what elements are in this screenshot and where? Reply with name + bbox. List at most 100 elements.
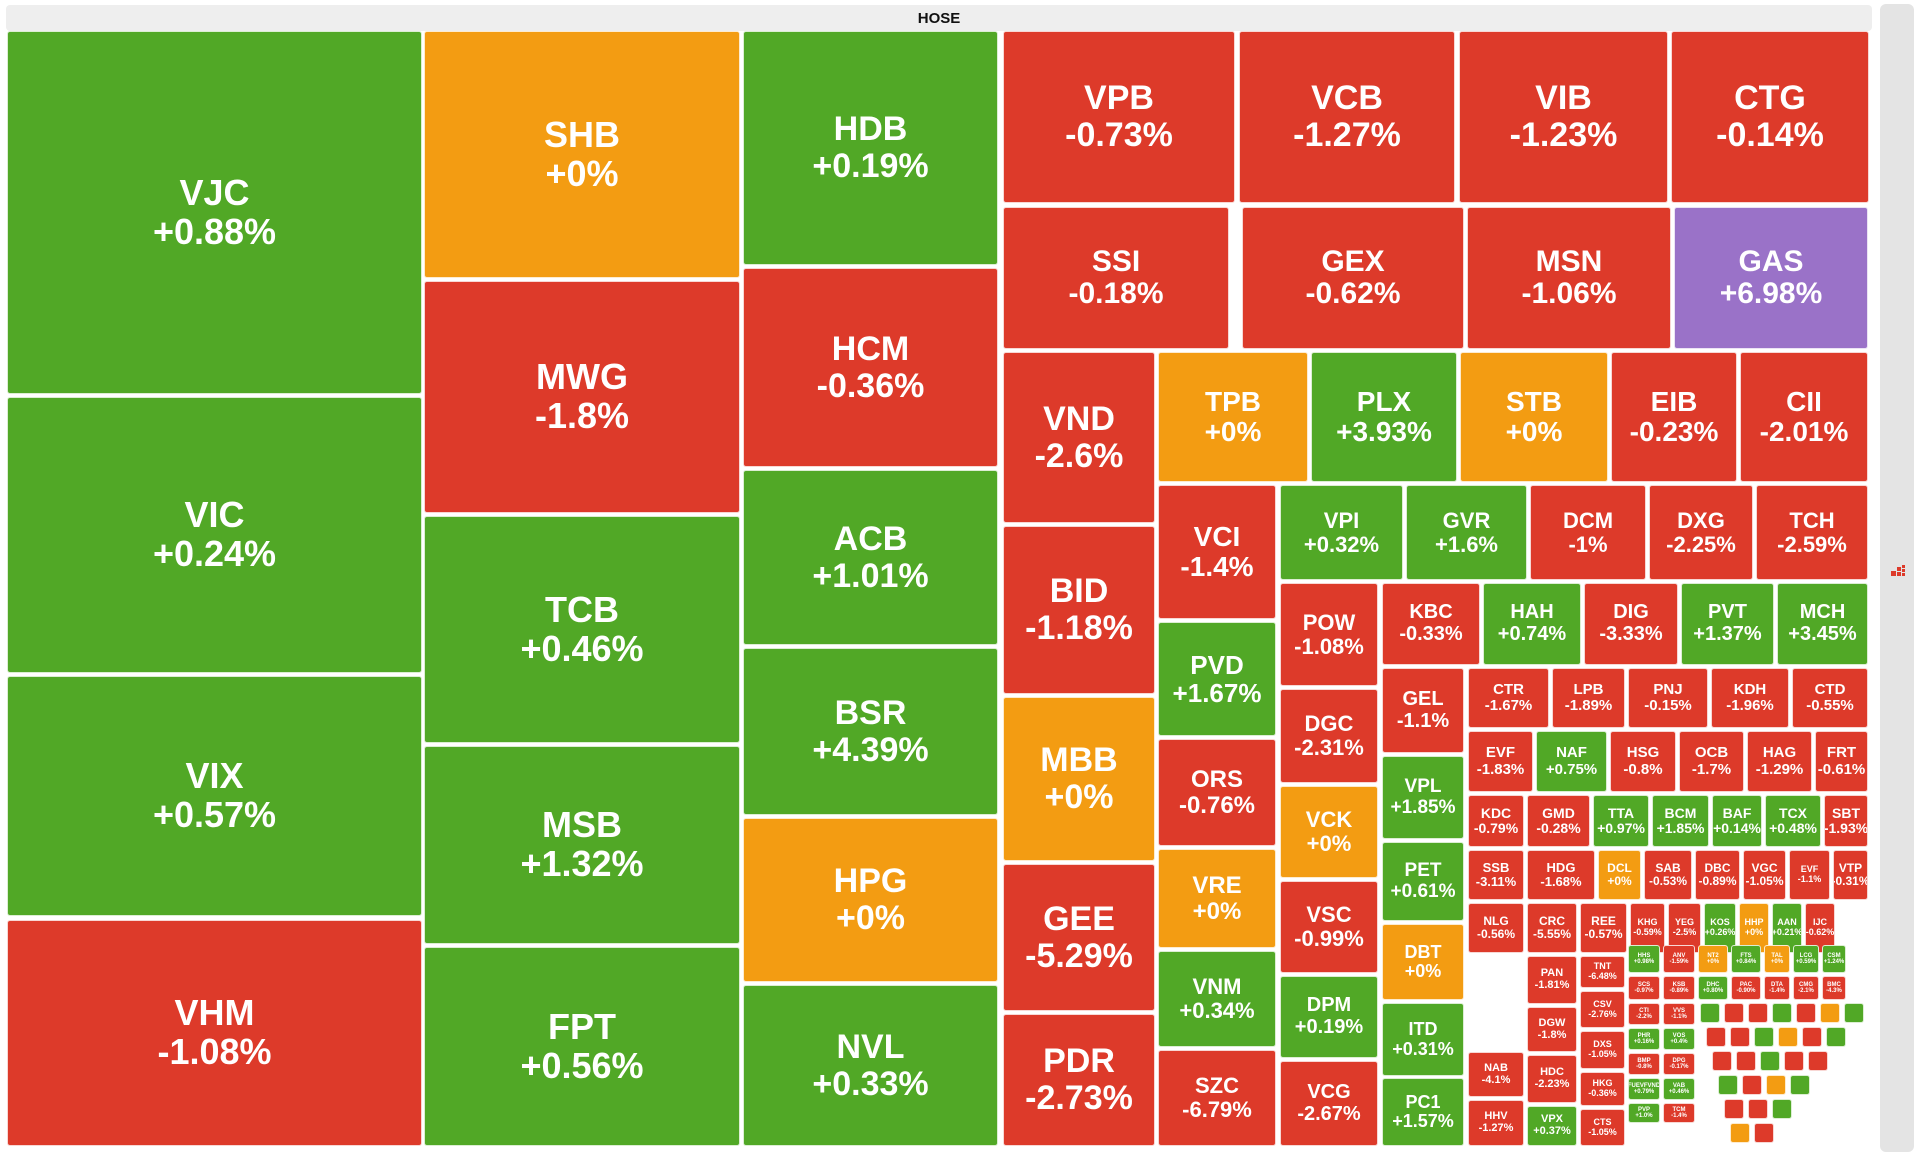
stock-tile-pvp[interactable]: PVP +1.0%: [1628, 1103, 1660, 1123]
stock-tile-tcm[interactable]: TCM -1.4%: [1663, 1103, 1695, 1123]
small-stock-tile[interactable]: [1724, 1099, 1744, 1119]
stock-tile-sab[interactable]: SAB -0.53%: [1644, 850, 1692, 900]
stock-tile-bid[interactable]: BID -1.18%: [1003, 526, 1155, 694]
stock-tile-hdc[interactable]: HDC -2.23%: [1527, 1055, 1577, 1103]
stock-tile-bmp[interactable]: BMP -0.8%: [1628, 1053, 1660, 1075]
small-stock-tile[interactable]: [1754, 1027, 1774, 1047]
stock-tile-hag[interactable]: HAG -1.29%: [1747, 731, 1812, 792]
stock-tile-acb[interactable]: ACB +1.01%: [743, 470, 998, 645]
stock-tile-kbc[interactable]: KBC -0.33%: [1382, 583, 1480, 665]
stock-tile-vix[interactable]: VIX +0.57%: [7, 676, 422, 916]
stock-tile-hhp[interactable]: HHP +0%: [1739, 903, 1769, 953]
stock-tile-gee[interactable]: GEE -5.29%: [1003, 864, 1155, 1011]
stock-tile-hsg[interactable]: HSG -0.8%: [1610, 731, 1676, 792]
stock-tile-bmc[interactable]: BMC -4.3%: [1822, 976, 1846, 1000]
small-stock-tile[interactable]: [1844, 1003, 1864, 1023]
stock-tile-vck[interactable]: VCK +0%: [1280, 786, 1378, 878]
stock-tile-dbt[interactable]: DBT +0%: [1382, 924, 1464, 1000]
stock-tile-itd[interactable]: ITD +0.31%: [1382, 1003, 1464, 1076]
stock-tile-gas[interactable]: GAS +6.98%: [1674, 207, 1868, 349]
stock-tile-nt2[interactable]: NT2 +0%: [1698, 945, 1728, 973]
stock-tile-kos[interactable]: KOS +0.26%: [1704, 903, 1736, 953]
stock-tile-crc[interactable]: CRC -5.55%: [1527, 903, 1577, 953]
stock-tile-tnt[interactable]: TNT -6.48%: [1580, 956, 1625, 988]
stock-tile-dxg[interactable]: DXG -2.25%: [1649, 485, 1753, 580]
stock-tile-plx[interactable]: PLX +3.93%: [1311, 352, 1457, 482]
small-stock-tile[interactable]: [1742, 1075, 1762, 1095]
stock-tile-tpb[interactable]: TPB +0%: [1158, 352, 1308, 482]
stock-tile-hdb[interactable]: HDB +0.19%: [743, 31, 998, 265]
stock-tile-vnd[interactable]: VND -2.6%: [1003, 352, 1155, 523]
stock-tile-gmd[interactable]: GMD -0.28%: [1527, 795, 1590, 847]
stock-tile-khg[interactable]: KHG -0.59%: [1630, 903, 1665, 953]
stock-tile-baf[interactable]: BAF +0.14%: [1712, 795, 1762, 847]
stock-tile-tal[interactable]: TAL +0%: [1764, 945, 1790, 973]
stock-tile-cmg[interactable]: CMG -2.1%: [1793, 976, 1819, 1000]
stock-tile-vre[interactable]: VRE +0%: [1158, 849, 1276, 948]
small-stock-tile[interactable]: [1820, 1003, 1840, 1023]
stock-tile-vsc[interactable]: VSC -0.99%: [1280, 881, 1378, 973]
stock-tile-pan[interactable]: PAN -1.81%: [1527, 956, 1577, 1004]
stock-tile-hkg[interactable]: HKG -0.36%: [1580, 1072, 1625, 1106]
stock-tile-ijc[interactable]: IJC -0.62%: [1805, 903, 1835, 953]
stock-tile-cii[interactable]: CII -2.01%: [1740, 352, 1868, 482]
stock-tile-phr[interactable]: PHR +0.16%: [1628, 1028, 1660, 1050]
stock-tile-ksb[interactable]: KSB -0.89%: [1663, 976, 1695, 1000]
stock-tile-vic[interactable]: VIC +0.24%: [7, 397, 422, 673]
stock-tile-pnj[interactable]: PNJ -0.15%: [1628, 668, 1708, 728]
stock-tile-dcl[interactable]: DCL +0%: [1598, 850, 1641, 900]
stock-tile-mbb[interactable]: MBB +0%: [1003, 697, 1155, 861]
stock-tile-dxs[interactable]: DXS -1.05%: [1580, 1031, 1625, 1069]
stock-tile-ree[interactable]: REE -0.57%: [1580, 903, 1627, 953]
small-stock-tile[interactable]: [1784, 1051, 1804, 1071]
stock-tile-vpb[interactable]: VPB -0.73%: [1003, 31, 1235, 203]
stock-tile-vvs[interactable]: VVS -1.1%: [1663, 1003, 1695, 1025]
stock-tile-tcx[interactable]: TCX +0.48%: [1765, 795, 1821, 847]
stock-tile-vos[interactable]: VOS +0.4%: [1663, 1028, 1695, 1050]
stock-tile-msb[interactable]: MSB +1.32%: [424, 746, 740, 944]
side-panel-scrollbar[interactable]: [1880, 4, 1914, 1152]
stock-tile-fpt[interactable]: FPT +0.56%: [424, 947, 740, 1146]
stock-tile-cts[interactable]: CTS -1.05%: [1580, 1109, 1625, 1146]
stock-tile-hah[interactable]: HAH +0.74%: [1483, 583, 1581, 665]
stock-tile-csv[interactable]: CSV -2.76%: [1580, 991, 1625, 1028]
stock-tile-sbt[interactable]: SBT -1.93%: [1824, 795, 1868, 847]
stock-tile-hhs[interactable]: HHS +0.98%: [1628, 945, 1660, 973]
stock-tile-frt[interactable]: FRT -0.61%: [1815, 731, 1868, 792]
small-stock-tile[interactable]: [1700, 1003, 1720, 1023]
stock-tile-pdr[interactable]: PDR -2.73%: [1003, 1014, 1155, 1146]
stock-tile-ctd[interactable]: CTD -0.55%: [1792, 668, 1868, 728]
stock-tile-aan[interactable]: AAN +0.21%: [1772, 903, 1802, 953]
small-stock-tile[interactable]: [1790, 1075, 1810, 1095]
stock-tile-dpm[interactable]: DPM +0.19%: [1280, 976, 1378, 1058]
small-stock-tile[interactable]: [1748, 1099, 1768, 1119]
stock-tile-bcm[interactable]: BCM +1.85%: [1652, 795, 1709, 847]
stock-tile-vcb[interactable]: VCB -1.27%: [1239, 31, 1455, 203]
stock-tile-pvd[interactable]: PVD +1.67%: [1158, 622, 1276, 736]
stock-tile-yeg[interactable]: YEG -2.5%: [1668, 903, 1701, 953]
stock-tile-ssi[interactable]: SSI -0.18%: [1003, 207, 1229, 349]
small-stock-tile[interactable]: [1796, 1003, 1816, 1023]
stock-tile-ocb[interactable]: OCB -1.7%: [1679, 731, 1744, 792]
stock-tile-nvl[interactable]: NVL +0.33%: [743, 985, 998, 1146]
stock-tile-pow[interactable]: POW -1.08%: [1280, 583, 1378, 686]
stock-tile-pac[interactable]: PAC -0.90%: [1731, 976, 1761, 1000]
stock-tile-vci[interactable]: VCI -1.4%: [1158, 485, 1276, 619]
stock-tile-vtp[interactable]: VTP -0.31%: [1833, 850, 1868, 900]
stock-tile-dbc[interactable]: DBC -0.89%: [1695, 850, 1740, 900]
small-stock-tile[interactable]: [1760, 1051, 1780, 1071]
stock-tile-ctg[interactable]: CTG -0.14%: [1671, 31, 1869, 203]
stock-tile-shb[interactable]: SHB +0%: [424, 31, 740, 278]
stock-tile-fts[interactable]: FTS +0.84%: [1731, 945, 1761, 973]
small-stock-tile[interactable]: [1802, 1027, 1822, 1047]
stock-tile-lcg[interactable]: LCG +0.59%: [1793, 945, 1819, 973]
small-stock-tile[interactable]: [1772, 1003, 1792, 1023]
stock-tile-ors[interactable]: ORS -0.76%: [1158, 739, 1276, 846]
small-stock-tile[interactable]: [1766, 1075, 1786, 1095]
stock-tile-vab[interactable]: VAB +0.46%: [1663, 1078, 1695, 1100]
stock-tile-kdh[interactable]: KDH -1.96%: [1711, 668, 1789, 728]
stock-tile-tta[interactable]: TTA +0.97%: [1593, 795, 1649, 847]
stock-tile-bsr[interactable]: BSR +4.39%: [743, 648, 998, 815]
stock-tile-vgc[interactable]: VGC -1.05%: [1743, 850, 1786, 900]
small-stock-tile[interactable]: [1748, 1003, 1768, 1023]
